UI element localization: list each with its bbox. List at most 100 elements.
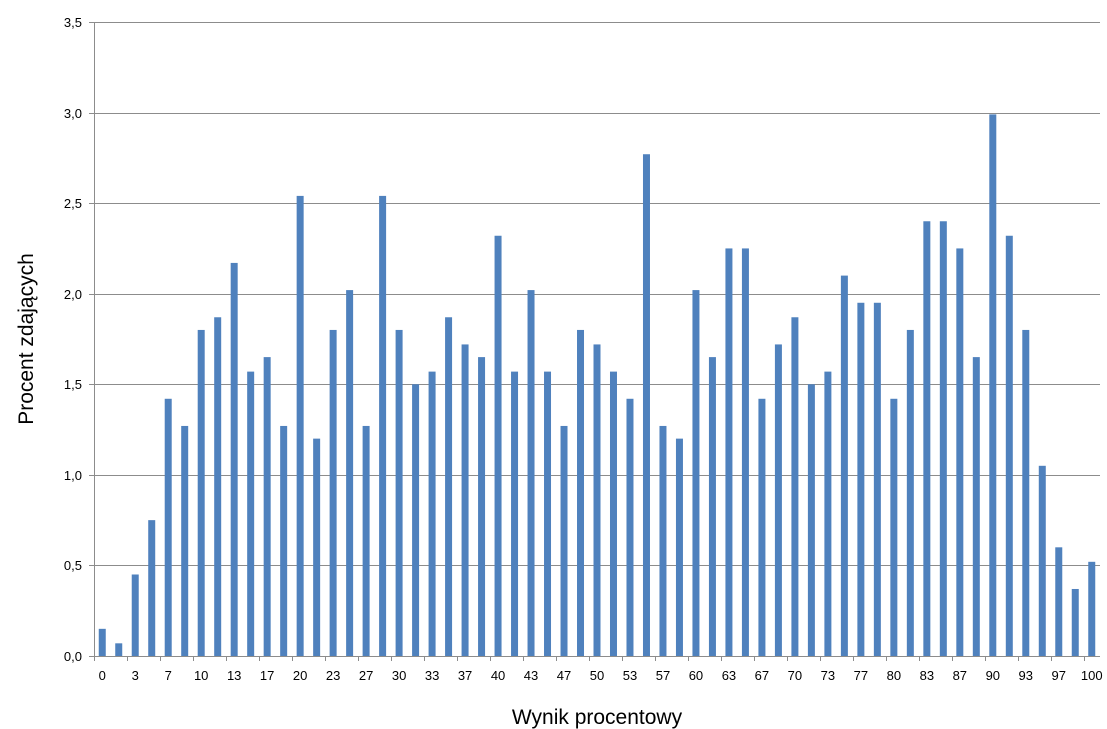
bar <box>1038 465 1046 656</box>
bar <box>346 290 354 656</box>
bar <box>577 329 585 656</box>
x-tick-label: 40 <box>491 668 505 683</box>
bar <box>131 574 139 656</box>
x-tick-label: 23 <box>326 668 340 683</box>
bar <box>593 344 601 656</box>
y-tick-label: 0,5 <box>64 558 82 573</box>
bars <box>98 114 1096 657</box>
y-tick-label: 0,0 <box>64 649 82 664</box>
bar <box>544 371 552 656</box>
x-tick-label: 27 <box>359 668 373 683</box>
bar <box>873 302 881 656</box>
y-tick-label: 2,0 <box>64 287 82 302</box>
y-tick-label: 3,5 <box>64 15 82 30</box>
y-axis-title: Procent zdających <box>15 253 38 425</box>
bar <box>609 371 617 656</box>
x-tick-label: 47 <box>557 668 571 683</box>
bar <box>675 438 683 656</box>
x-tick-label: 80 <box>887 668 901 683</box>
x-tick-label: 77 <box>854 668 868 683</box>
bar <box>1071 588 1079 656</box>
bar <box>214 317 222 656</box>
bar <box>956 248 964 656</box>
bar <box>98 628 106 656</box>
bar <box>362 425 370 656</box>
y-tick-label: 1,0 <box>64 468 82 483</box>
bar <box>791 317 799 656</box>
bar <box>428 371 436 656</box>
bar <box>230 262 238 656</box>
bar <box>197 329 205 656</box>
x-tick-label: 20 <box>293 668 307 683</box>
bar <box>972 357 980 656</box>
x-tick-label: 73 <box>821 668 835 683</box>
x-tick-label: 3 <box>132 668 139 683</box>
bar <box>692 290 700 656</box>
bar <box>280 425 288 656</box>
bar <box>313 438 321 656</box>
x-tick-label: 60 <box>689 668 703 683</box>
bar <box>906 329 914 656</box>
bar <box>148 520 156 656</box>
bar <box>379 195 387 656</box>
x-tick-label: 97 <box>1052 668 1066 683</box>
bar <box>923 221 931 656</box>
bar <box>708 357 716 656</box>
bar <box>642 154 650 657</box>
y-tick-label: 2,5 <box>64 196 82 211</box>
x-tick-label: 57 <box>656 668 670 683</box>
bar <box>824 371 832 656</box>
bar <box>412 384 420 656</box>
bar <box>840 275 848 656</box>
x-tick-label: 33 <box>425 668 439 683</box>
bar <box>989 114 997 656</box>
bar <box>1055 547 1063 656</box>
bar <box>511 371 519 656</box>
x-tick-label: 7 <box>165 668 172 683</box>
x-tick-label: 37 <box>458 668 472 683</box>
x-axis-title: Wynik procentowy <box>512 706 683 729</box>
tick-labels: 0,00,51,01,52,02,53,03,50 3 7 10 13 17 20 23 27 3… <box>64 15 1103 683</box>
bar <box>857 302 865 656</box>
bar <box>478 357 486 656</box>
bar <box>626 398 634 656</box>
bar <box>659 425 667 656</box>
y-tick-label: 1,5 <box>64 377 82 392</box>
bar <box>758 398 766 656</box>
x-tick-label: 100 <box>1081 668 1103 683</box>
axes <box>89 22 1100 661</box>
x-tick-label: 93 <box>1019 668 1033 683</box>
x-tick-label: 87 <box>953 668 967 683</box>
x-tick-label: 70 <box>788 668 802 683</box>
x-tick-label: 53 <box>623 668 637 683</box>
bar <box>807 384 815 656</box>
bar <box>725 248 733 656</box>
bar <box>741 248 749 656</box>
bar <box>461 344 469 656</box>
bar <box>181 425 189 656</box>
x-tick-label: 17 <box>260 668 274 683</box>
bar <box>247 371 255 656</box>
x-tick-label: 63 <box>722 668 736 683</box>
bar <box>494 235 502 656</box>
x-tick-label: 67 <box>755 668 769 683</box>
x-tick-label: 30 <box>392 668 406 683</box>
bar <box>164 398 172 656</box>
x-tick-label: 90 <box>986 668 1000 683</box>
bar <box>296 195 304 656</box>
bar <box>527 290 535 656</box>
bar <box>263 357 271 656</box>
bar <box>1022 329 1030 656</box>
bar <box>774 344 782 656</box>
bar <box>395 329 403 656</box>
x-tick-label: 13 <box>227 668 241 683</box>
bar <box>560 425 568 656</box>
bar <box>329 329 337 656</box>
x-tick-label: 10 <box>194 668 208 683</box>
bar <box>1005 235 1013 656</box>
bar <box>1088 561 1096 656</box>
bar <box>890 398 898 656</box>
x-tick-label: 43 <box>524 668 538 683</box>
